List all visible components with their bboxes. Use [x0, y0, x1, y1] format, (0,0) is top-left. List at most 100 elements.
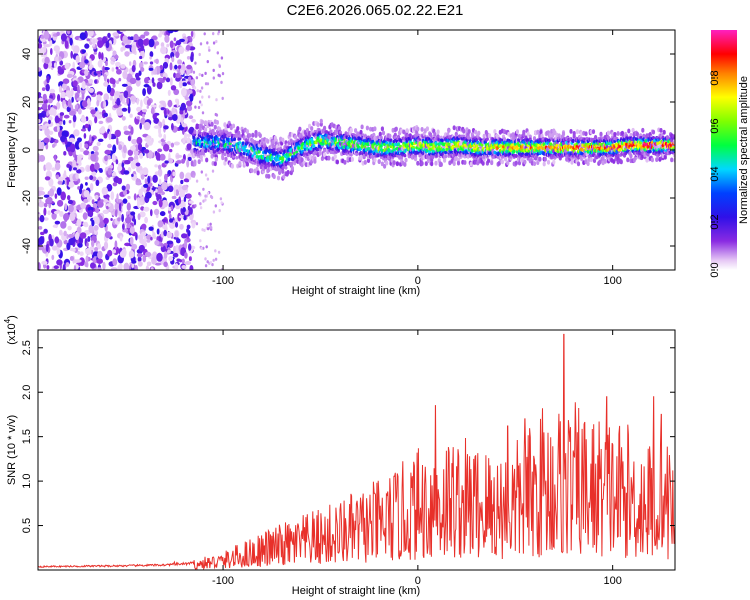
spectrogram-cell [69, 212, 76, 222]
spectrogram-cell [152, 200, 158, 206]
spectrogram-cell [196, 142, 200, 147]
spectrogram-cell [46, 196, 53, 204]
spectrogram-cell [167, 89, 171, 96]
spectrogram-cell [439, 162, 443, 167]
spectrogram-cell [103, 209, 108, 214]
spectrogram-cell [60, 33, 67, 42]
spectrogram-cell [80, 183, 84, 190]
spectrogram-cell [121, 83, 128, 87]
spectrogram-cell [447, 128, 451, 133]
spectrogram-cell [177, 59, 183, 65]
spectrogram-cell [49, 94, 54, 100]
spectrogram-cell [88, 224, 94, 234]
spectrogram-cell [627, 128, 631, 134]
spectrogram-cell [200, 103, 203, 107]
spectrogram-cell [181, 87, 187, 97]
spectrogram-cell [55, 174, 60, 180]
spectrogram-cell [486, 158, 491, 164]
spectrogram-cell [57, 199, 64, 207]
spectrogram-cell [168, 213, 172, 220]
spectrogram-cell [538, 156, 542, 162]
spectrogram-cell [114, 54, 119, 60]
spectrogram-cell [97, 60, 103, 68]
spectrogram-cell [63, 114, 70, 119]
spectrogram-cell [193, 129, 197, 134]
spectrogram-cell [186, 56, 191, 60]
spectrogram-cell [167, 157, 174, 164]
spectrogram-cell [58, 56, 62, 62]
spectrogram-cell [136, 116, 140, 120]
spectrogram-cell [90, 153, 97, 162]
spectrogram-cell [142, 38, 149, 46]
spectrogram-cell [223, 160, 227, 166]
spectrogram-cell [552, 159, 556, 165]
spectrogram-cell [68, 110, 76, 116]
spectrogram-cell [41, 103, 48, 110]
spectrogram-cell [44, 176, 51, 181]
spectrogram-cell [140, 44, 145, 51]
figure-title: C2E6.2026.065.02.22.E21 [287, 2, 464, 19]
spectrogram-cell [392, 160, 396, 166]
spectrogram-cell [78, 142, 83, 149]
spectrogram-cell [349, 127, 353, 133]
spectrogram-cell [272, 147, 276, 152]
spectrogram-cell [159, 153, 166, 161]
spectrogram-cell [120, 64, 126, 69]
spectrogram-cell [125, 183, 131, 191]
spectrogram-cell [97, 267, 102, 270]
spectrogram-cell [189, 265, 194, 270]
spectrogram-cell [107, 32, 111, 39]
spectrogram-cell [181, 158, 186, 164]
spectrogram-cell [158, 199, 163, 208]
spectrogram-cell [97, 250, 103, 259]
spectrogram-cell [85, 255, 89, 263]
spectrogram-cell [204, 198, 207, 202]
spectrogram-cell [274, 158, 278, 162]
spectrogram-cell [92, 145, 99, 152]
spectrogram-cell [152, 251, 158, 258]
spectrogram-cell [95, 207, 100, 214]
spectrogram-cell [182, 138, 186, 145]
spectrogram-cell [94, 162, 100, 171]
spectrogram-cell [89, 134, 92, 143]
spectrogram-cell [113, 104, 120, 109]
spectrogram-cell [39, 47, 45, 55]
spectrogram-cell [420, 126, 424, 132]
spectrogram-cell [138, 244, 145, 252]
spectrogram-cell [174, 263, 179, 270]
spectrogram-cell [153, 208, 160, 216]
spectrogram-cell [112, 50, 117, 57]
spectrogram-cell [40, 231, 45, 236]
spectrogram-cell [188, 200, 194, 204]
spectrogram-cell [56, 247, 61, 255]
spectrogram-cell [86, 242, 89, 248]
spectrogram-cell [141, 146, 146, 151]
spectrogram-cell [281, 169, 285, 174]
spectrogram-cell [172, 252, 179, 258]
spectrogram-cell [170, 85, 177, 91]
spectrogram-cell [171, 195, 177, 200]
spectrogram-cell [115, 61, 121, 67]
spectrogram-cell [117, 177, 122, 185]
spectrogram-cell [294, 134, 298, 140]
spectrogram-cell [270, 156, 274, 160]
spectrogram-cell [175, 76, 181, 82]
spectrogram-cell [148, 226, 154, 231]
spectrogram-cell [72, 45, 80, 54]
spectrogram-cell [178, 196, 182, 205]
spectrogram-cell [177, 65, 182, 69]
spectrogram-cell [452, 125, 456, 131]
spectrogram-cell [123, 90, 129, 99]
spectrogram-cell [188, 243, 192, 251]
spectrogram-cell [97, 39, 104, 48]
spectrogram-cell [164, 222, 168, 230]
spectrogram-cell [163, 133, 167, 141]
spectrogram-cell [92, 39, 96, 48]
spectrogram-cell [452, 161, 456, 167]
spectrogram-cell [233, 137, 237, 141]
spectrogram-cell [95, 70, 102, 75]
spectrogram-cell [81, 92, 85, 100]
spectrogram-cell [163, 261, 168, 268]
spectrogram-cell [57, 68, 65, 75]
spectrogram-cell [74, 259, 82, 263]
